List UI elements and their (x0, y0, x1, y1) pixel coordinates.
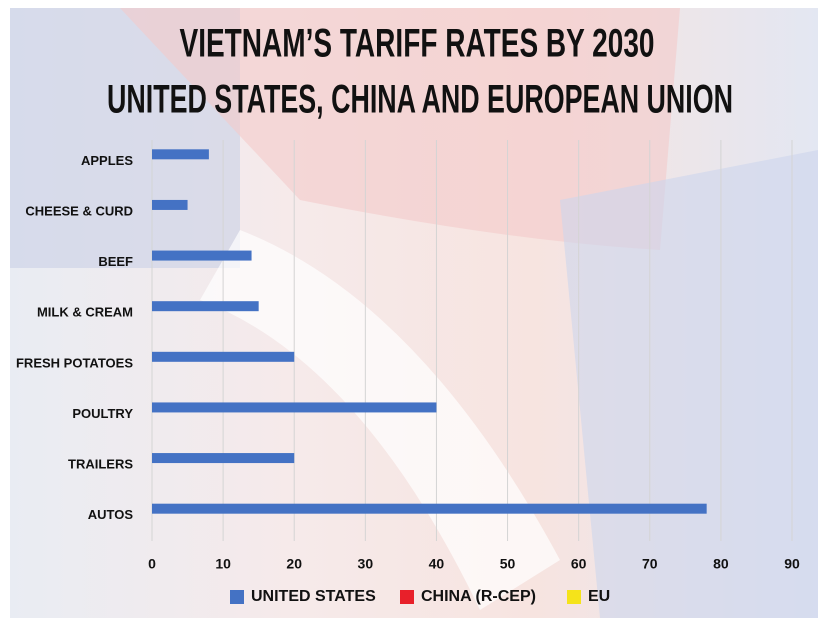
bar (152, 199, 188, 210)
x-tick-label: 90 (784, 556, 800, 572)
legend-swatch (230, 590, 244, 604)
legend-swatch (567, 590, 581, 604)
bar (152, 402, 437, 413)
y-tick-label: CHEESE & CURD (25, 203, 133, 218)
x-tick-label: 50 (500, 556, 516, 572)
x-tick-label: 30 (358, 556, 374, 572)
y-tick-label: TRAILERS (68, 457, 133, 472)
flag-stripe (200, 230, 560, 610)
flag-blue (560, 150, 818, 618)
x-tick-label: 40 (429, 556, 445, 572)
y-tick-label: MILK & CREAM (37, 305, 133, 320)
bar (152, 453, 295, 464)
chart-title: VIETNAM’S TARIFF RATES BY 2030 (180, 22, 655, 66)
legend-label: CHINA (R-CEP) (421, 588, 536, 605)
legend-swatch (400, 590, 414, 604)
bar (152, 301, 259, 312)
flag-red (120, 8, 680, 250)
bar (152, 351, 295, 362)
x-tick-label: 10 (215, 556, 231, 572)
x-tick-label: 0 (148, 556, 156, 572)
legend-label: UNITED STATES (251, 588, 376, 605)
y-tick-label: APPLES (81, 153, 133, 168)
y-tick-label: AUTOS (88, 507, 134, 522)
y-tick-label: POULTRY (72, 406, 133, 421)
x-tick-label: 80 (713, 556, 729, 572)
chart-subtitle: UNITED STATES, CHINA AND EUROPEAN UNION (107, 78, 733, 122)
x-tick-label: 20 (286, 556, 302, 572)
legend-label: EU (588, 588, 610, 605)
y-tick-label: BEEF (98, 254, 133, 269)
bar (152, 149, 209, 160)
bar (152, 503, 707, 514)
x-tick-label: 60 (571, 556, 587, 572)
y-tick-label: FRESH POTATOES (16, 355, 133, 370)
x-tick-label: 70 (642, 556, 658, 572)
bar (152, 250, 252, 261)
